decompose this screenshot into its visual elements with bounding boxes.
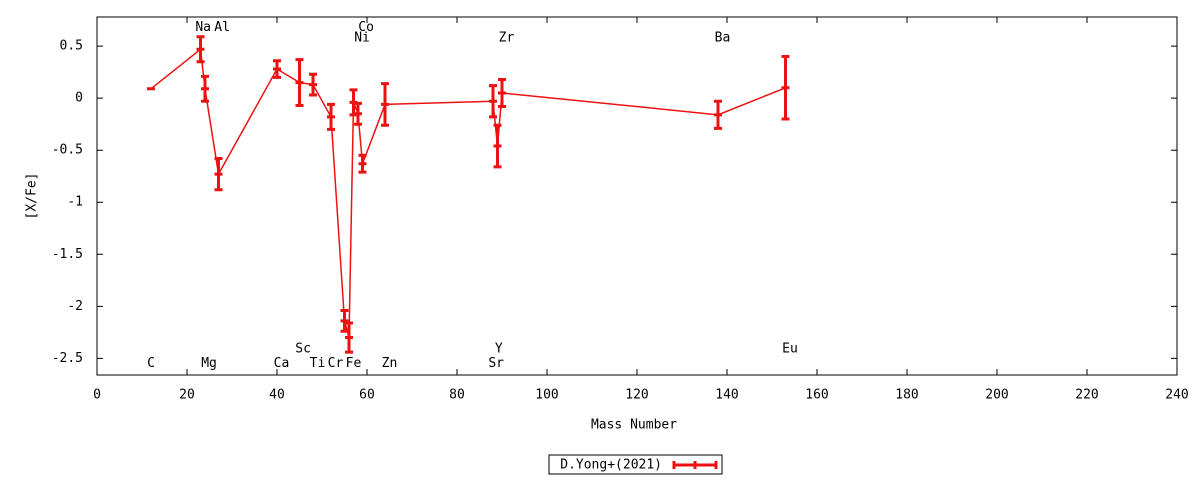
element-label: Zr — [499, 30, 515, 45]
element-label: Co — [358, 20, 374, 35]
element-label: Sr — [488, 356, 504, 371]
x-tick-label: 0 — [93, 388, 101, 403]
y-axis-label: [X/Fe] — [25, 173, 40, 220]
y-tick-label: -0.5 — [52, 143, 83, 158]
x-tick-label: 40 — [269, 388, 285, 403]
element-label: Sc — [295, 341, 311, 356]
x-tick-label: 160 — [805, 388, 828, 403]
x-tick-label: 100 — [535, 388, 558, 403]
x-tick-label: 200 — [985, 388, 1008, 403]
error-bar — [358, 153, 367, 174]
element-label: C — [147, 356, 155, 371]
error-bar — [489, 84, 497, 119]
error-bar — [295, 58, 304, 107]
x-axis-label: Mass Number — [591, 418, 677, 433]
error-bar — [781, 55, 790, 121]
x-tick-label: 240 — [1165, 388, 1188, 403]
error-bar — [381, 82, 389, 127]
legend-swatch — [672, 461, 718, 469]
error-bar — [349, 88, 358, 117]
x-tick-label: 220 — [1075, 388, 1098, 403]
y-tick-label: 0 — [75, 91, 83, 106]
error-bar — [714, 99, 722, 130]
y-tick-label: 0.5 — [60, 39, 83, 54]
element-label: Eu — [782, 341, 798, 356]
element-label: Y — [495, 341, 503, 356]
element-label: Ba — [715, 30, 731, 45]
x-tick-label: 20 — [179, 388, 195, 403]
x-tick-label: 60 — [359, 388, 375, 403]
element-label: Cr — [328, 356, 344, 371]
element-label: Na — [195, 20, 211, 35]
legend-box — [548, 454, 723, 475]
plot-frame — [96, 16, 1178, 376]
element-label: Fe — [346, 356, 362, 371]
series-line — [150, 47, 786, 338]
error-bar — [196, 35, 205, 64]
y-tick-label: -1 — [67, 195, 83, 210]
error-bar — [354, 101, 362, 126]
x-tick-label: 140 — [715, 388, 738, 403]
element-label: Ca — [274, 356, 290, 371]
error-bar — [493, 123, 502, 169]
x-tick-label: 180 — [895, 388, 918, 403]
y-tick-label: -2.5 — [52, 351, 83, 366]
error-bar — [345, 321, 353, 354]
y-tick-label: -1.5 — [52, 247, 83, 262]
y-tick-label: -2 — [67, 299, 83, 314]
error-bar — [327, 102, 335, 131]
error-bar — [214, 157, 223, 192]
element-label: Mg — [201, 356, 217, 371]
legend-label: D.Yong+(2021) — [560, 458, 662, 473]
error-bar — [201, 74, 209, 103]
element-label: Ni — [354, 30, 370, 45]
x-tick-label: 80 — [449, 388, 465, 403]
x-tick-label: 120 — [625, 388, 648, 403]
element-label: Al — [214, 20, 230, 35]
element-label: Zn — [382, 356, 398, 371]
error-bar — [309, 72, 317, 97]
error-bar — [273, 59, 281, 79]
error-bar — [498, 77, 506, 108]
error-bar — [340, 308, 349, 333]
element-label: Ti — [310, 356, 326, 371]
